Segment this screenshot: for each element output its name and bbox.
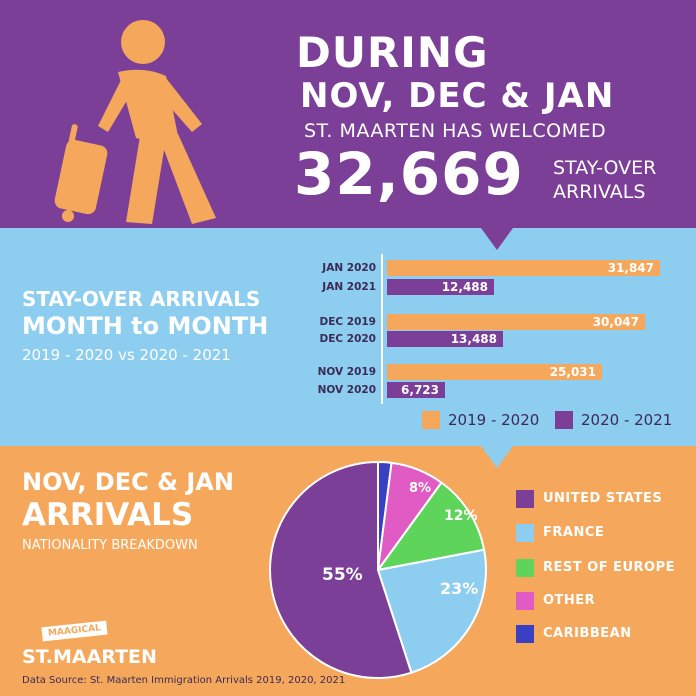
pie-legend-label: CARIBBEAN <box>543 626 632 641</box>
pie-legend-label: FRANCE <box>543 525 605 540</box>
bar-chart-title-line1: STAY-OVER ARRIVALS <box>22 287 261 311</box>
legend-label: 2019 - 2020 <box>448 411 540 429</box>
bar <box>387 260 660 276</box>
total-unit-line1: STAY-OVER <box>553 157 657 179</box>
bar <box>387 314 645 330</box>
total-arrivals: 32,669 <box>294 140 524 208</box>
bar-label: DEC 2019 <box>319 316 376 328</box>
bar-value: 6,723 <box>401 383 439 397</box>
pie-legend-label: REST OF EUROPE <box>543 560 676 575</box>
speech-notch <box>481 228 513 250</box>
bar-value: 30,047 <box>592 315 639 329</box>
pie-legend-label: OTHER <box>543 593 596 608</box>
pie-legend-swatch <box>516 490 534 508</box>
pie-legend-label: UNITED STATES <box>543 491 663 506</box>
pie-legend-swatch <box>516 559 534 577</box>
bar-label: DEC 2020 <box>319 333 376 345</box>
headline-months: NOV, DEC & JAN <box>300 76 615 116</box>
logo: ST.MAARTEN <box>22 646 157 668</box>
bar-chart-title-line2: MONTH to MONTH <box>22 312 269 340</box>
bar-value: 12,488 <box>441 280 488 294</box>
bar <box>387 279 494 295</box>
bar-chart-subtitle: 2019 - 2020 vs 2020 - 2021 <box>22 346 231 364</box>
bar <box>387 364 602 380</box>
bar <box>387 331 503 347</box>
headline-during: DURING <box>296 28 489 77</box>
bar-value: 13,488 <box>450 332 497 346</box>
pie-legend-swatch <box>516 524 534 542</box>
bar-label: NOV 2019 <box>317 366 376 378</box>
bar-label: JAN 2021 <box>322 281 376 293</box>
bar-chart-axis <box>381 254 383 404</box>
bar <box>387 382 445 398</box>
headline-welcomed: ST. MAARTEN HAS WELCOMED <box>304 120 607 142</box>
bar-value: 31,847 <box>607 261 654 275</box>
pie-title-line2: ARRIVALS <box>22 497 194 533</box>
pie-subtitle: NATIONALITY BREAKDOWN <box>22 538 198 553</box>
legend-swatch <box>555 411 573 429</box>
bar-label: JAN 2020 <box>322 262 376 274</box>
data-source: Data Source: St. Maarten Immigration Arr… <box>22 675 346 686</box>
speech-notch <box>481 446 513 468</box>
pie-title-line1: NOV, DEC & JAN <box>22 468 234 496</box>
legend-label: 2020 - 2021 <box>581 411 673 429</box>
pie-legend-swatch <box>516 592 534 610</box>
bar-value: 25,031 <box>549 365 596 379</box>
total-unit-line2: ARRIVALS <box>553 181 646 203</box>
traveler-with-suitcase-icon <box>54 20 216 224</box>
legend-swatch <box>422 411 440 429</box>
bar-label: NOV 2020 <box>317 384 376 396</box>
pie-legend-swatch <box>516 625 534 643</box>
